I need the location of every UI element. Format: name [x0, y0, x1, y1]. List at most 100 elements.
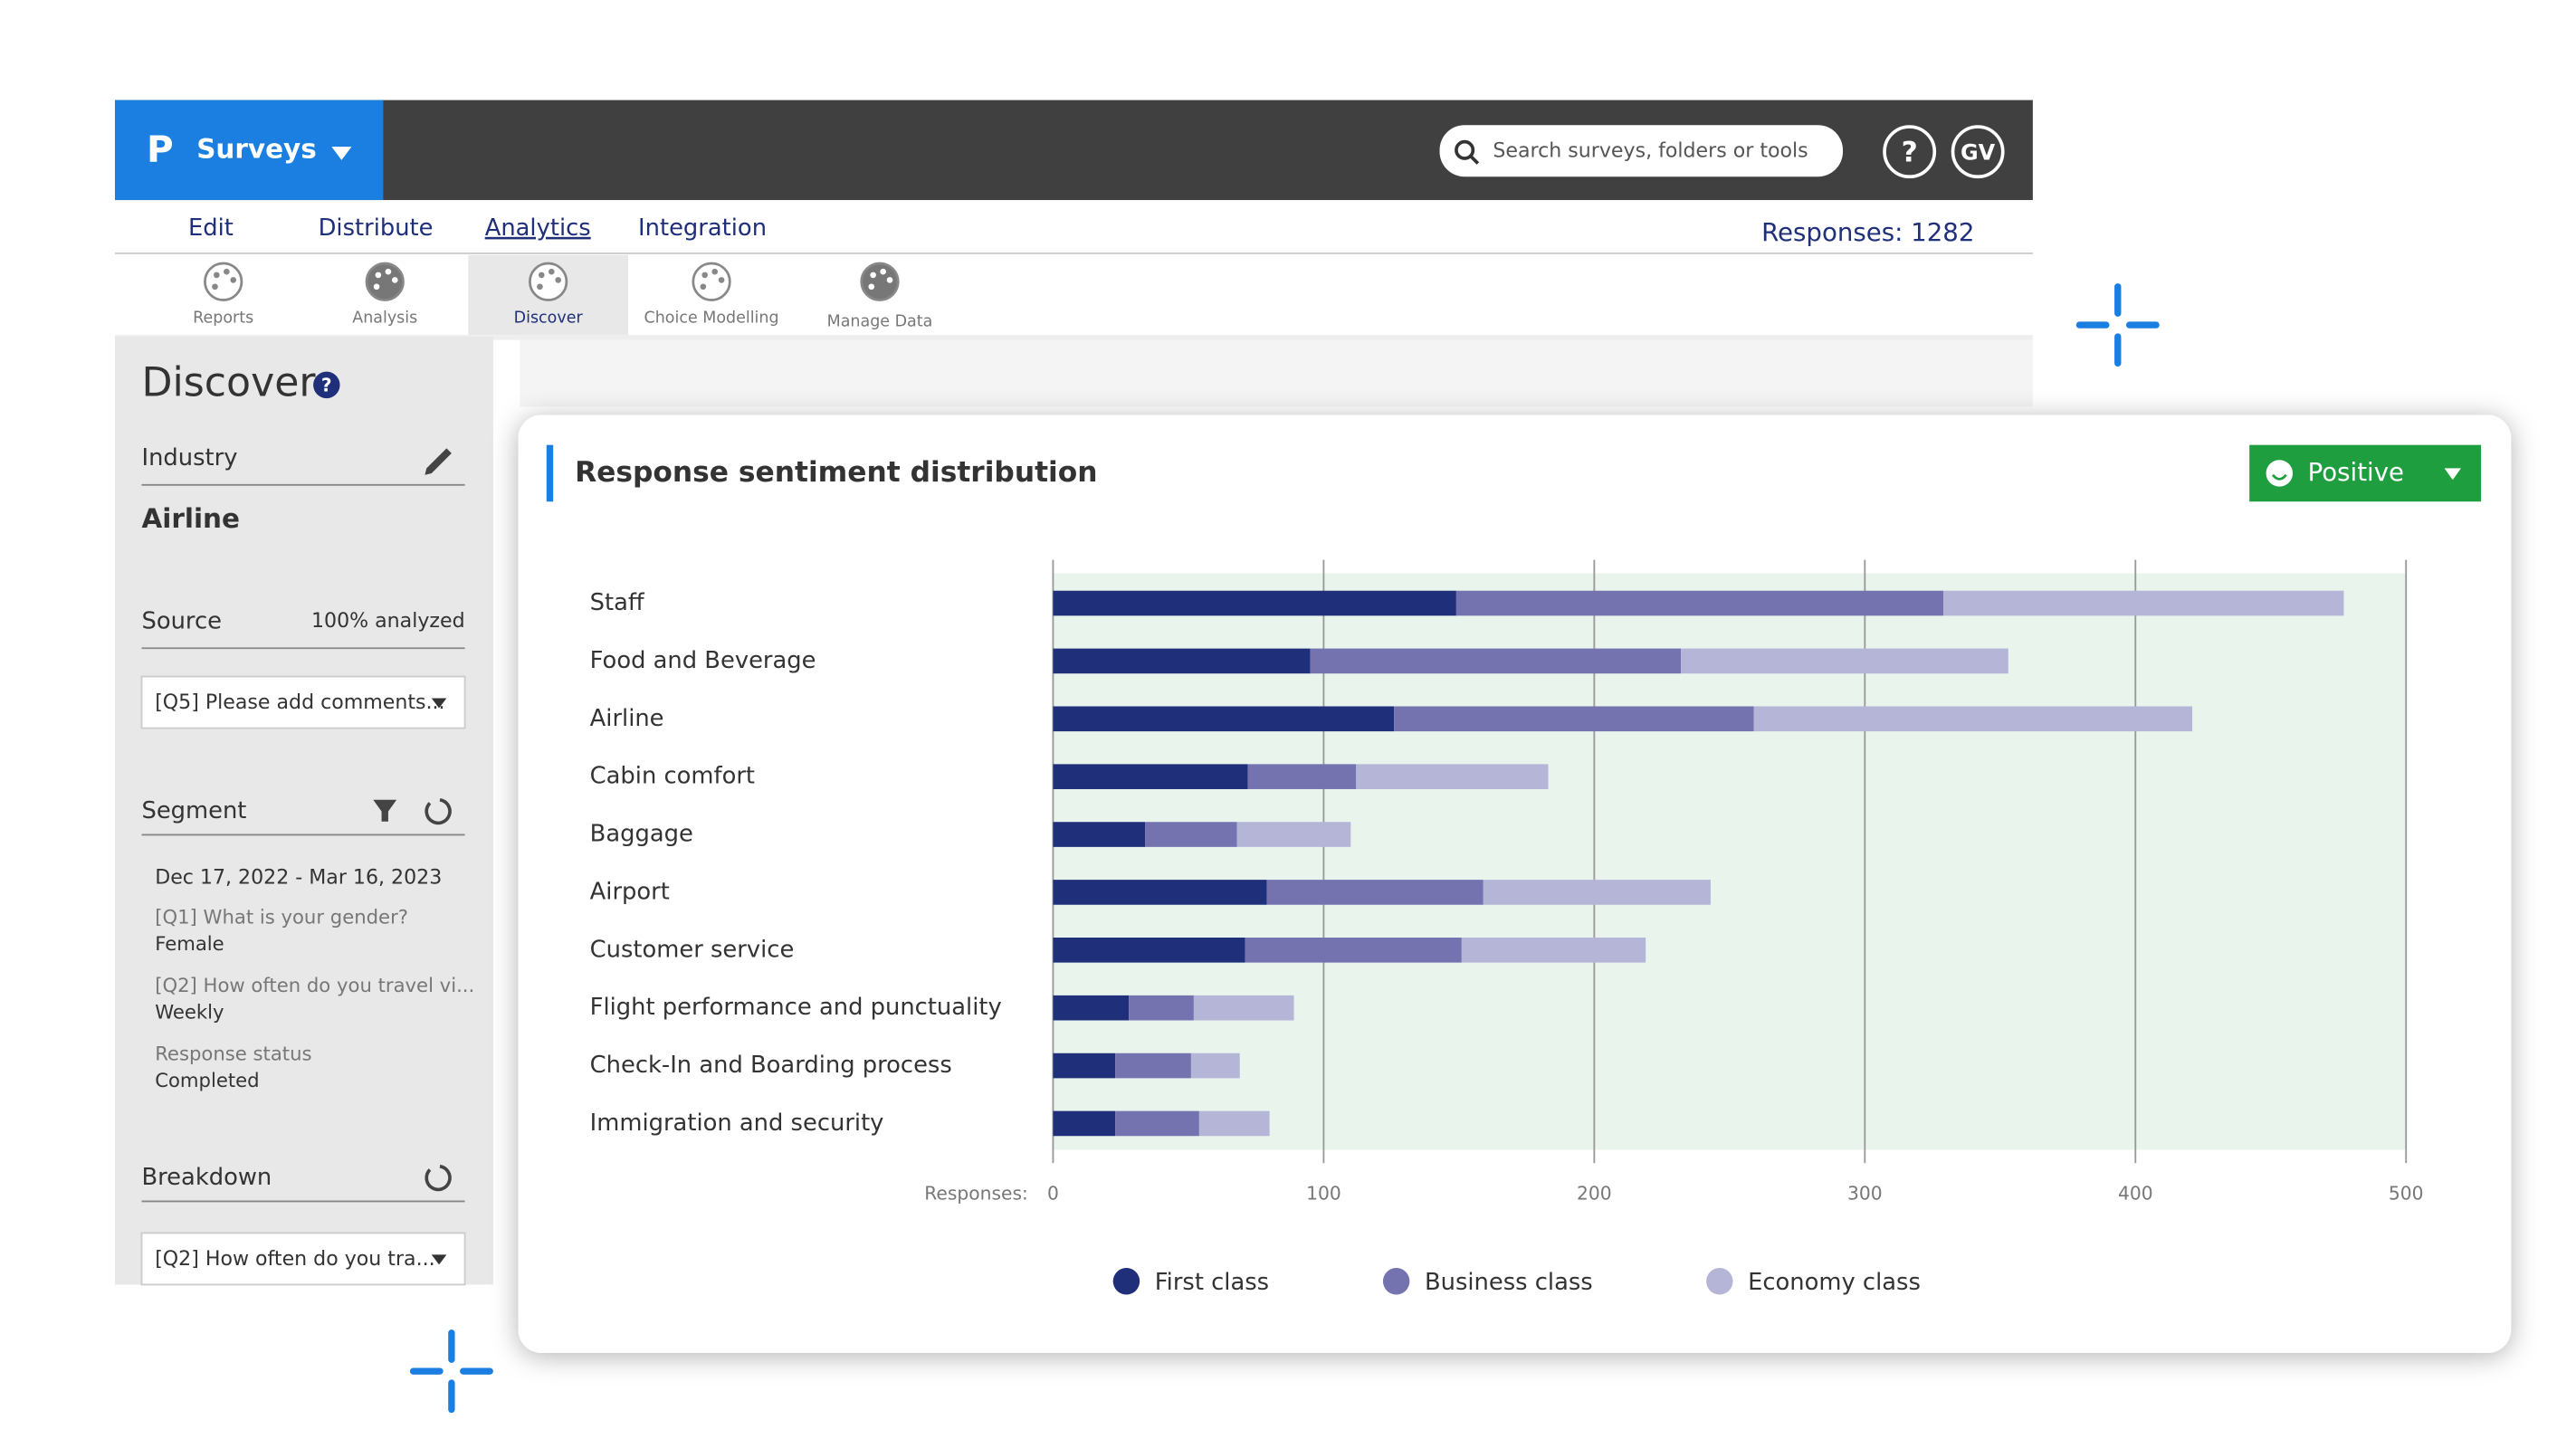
- filter-answer: Weekly: [155, 1000, 224, 1023]
- segment-label: Segment: [141, 797, 246, 824]
- tool-icon: [537, 283, 543, 291]
- tool-label[interactable]: Choice Modelling: [644, 310, 779, 328]
- tool-icon: [868, 283, 875, 291]
- divider: [115, 335, 2033, 340]
- tool-icon: [880, 268, 886, 275]
- industry-label: Industry: [141, 444, 237, 472]
- tool-label[interactable]: Discover: [514, 310, 584, 328]
- category-label: Airport: [590, 878, 670, 905]
- tool-icon: [555, 277, 562, 283]
- tool-label[interactable]: Reports: [193, 310, 253, 328]
- tool-icon: [385, 268, 392, 275]
- source-status: 100% analyzed: [311, 609, 465, 633]
- tool-icon: [230, 277, 237, 283]
- filter-answer: Completed: [155, 1069, 259, 1091]
- bar-segment: [1455, 590, 1944, 616]
- help-icon: ?: [1902, 136, 1918, 168]
- nav-tab[interactable]: Integration: [638, 214, 767, 242]
- bar-segment: [1483, 880, 1711, 905]
- tool-label[interactable]: Analysis: [352, 310, 417, 328]
- smile-icon: [2271, 473, 2287, 481]
- breakdown-select-text: [Q2] How often do you tra...: [155, 1247, 434, 1271]
- source-label: Source: [141, 607, 222, 634]
- title-accent: [546, 444, 554, 502]
- bar-segment: [1266, 880, 1484, 905]
- bar-segment: [1115, 1110, 1199, 1137]
- bar-segment: [1145, 822, 1237, 847]
- user-button[interactable]: [1951, 125, 2005, 179]
- filter-question: [Q2] How often do you travel vi...: [155, 974, 474, 996]
- sidebar-title: Discover: [141, 359, 316, 405]
- reset-icon[interactable]: [425, 1164, 452, 1192]
- search-placeholder: Search surveys, folders or tools: [1493, 139, 1808, 163]
- tool-icon: [886, 277, 893, 283]
- category-label: Airline: [590, 705, 664, 732]
- legend-swatch: [1382, 1268, 1410, 1295]
- help-icon-text: ?: [321, 375, 332, 396]
- caret: [331, 147, 352, 160]
- bar-segment: [1461, 938, 1646, 963]
- responses-count: Responses: 1282: [1761, 217, 1974, 247]
- category-label: Baggage: [590, 821, 693, 848]
- tool-icon: [224, 268, 230, 275]
- tool-icon: [711, 268, 719, 275]
- tool-icon: [860, 262, 900, 301]
- x-tick-label: 0: [1047, 1183, 1059, 1205]
- user-initials: GV: [1961, 139, 1996, 165]
- date-range: Dec 17, 2022 - Mar 16, 2023: [155, 865, 442, 889]
- x-axis-label: Responses:: [924, 1183, 1028, 1205]
- smile-icon: [2266, 460, 2294, 487]
- tool-icon: [701, 272, 709, 279]
- tool-icon: [700, 283, 707, 291]
- caret: [2444, 468, 2461, 481]
- legend-swatch: [1706, 1268, 1733, 1295]
- tool-icon: [870, 272, 876, 279]
- tool-label[interactable]: Manage Data: [827, 312, 933, 330]
- bar-segment: [1115, 1053, 1191, 1079]
- category-label: Customer service: [590, 936, 795, 963]
- x-tick-label: 200: [1577, 1183, 1612, 1205]
- search-icon: [1470, 155, 1480, 165]
- bar-segment: [1053, 706, 1395, 732]
- legend-label: Economy class: [1748, 1269, 1921, 1296]
- edit-icon[interactable]: [425, 448, 452, 475]
- reset-icon[interactable]: [425, 797, 452, 825]
- legend-label: First class: [1155, 1269, 1269, 1296]
- tool-icon: [375, 272, 382, 279]
- bar-segment: [1053, 1110, 1116, 1137]
- x-tick-label: 300: [1847, 1183, 1883, 1205]
- tool-icon: [538, 272, 545, 279]
- x-tick-label: 100: [1306, 1183, 1341, 1205]
- category-label: Cabin comfort: [590, 763, 755, 790]
- bar-segment: [1193, 995, 1294, 1021]
- category-label: Immigration and security: [590, 1110, 884, 1137]
- breakdown-select[interactable]: [140, 1232, 466, 1286]
- tool-icon: [549, 268, 555, 275]
- bar-segment: [1190, 1053, 1240, 1079]
- caret: [431, 1254, 447, 1265]
- bar-segment: [1053, 822, 1146, 847]
- decoration: [409, 283, 2160, 1414]
- content-bg: [520, 339, 2033, 407]
- bar-segment: [1053, 590, 1456, 616]
- category-label: Food and Beverage: [590, 647, 816, 674]
- tool-icon: [214, 272, 220, 279]
- legend-label: Business class: [1425, 1269, 1593, 1296]
- search-box[interactable]: [1439, 125, 1844, 177]
- caret: [431, 698, 447, 709]
- bar-segment: [1681, 648, 2008, 674]
- x-tick-label: 400: [2118, 1183, 2153, 1205]
- tool-icon: [373, 283, 380, 291]
- source-select[interactable]: [140, 675, 466, 729]
- nav-tab[interactable]: Edit: [188, 214, 234, 242]
- filter-icon[interactable]: [373, 799, 397, 822]
- filter-question: [Q1] What is your gender?: [155, 905, 408, 928]
- help-button[interactable]: [1883, 125, 1937, 179]
- nav-tab[interactable]: Distribute: [319, 214, 434, 242]
- nav-tab[interactable]: Analytics: [485, 214, 591, 242]
- bar-segment: [1053, 1053, 1116, 1079]
- help-icon[interactable]: [313, 371, 340, 399]
- chart-title: Response sentiment distribution: [575, 456, 1097, 489]
- bar-segment: [1394, 706, 1754, 732]
